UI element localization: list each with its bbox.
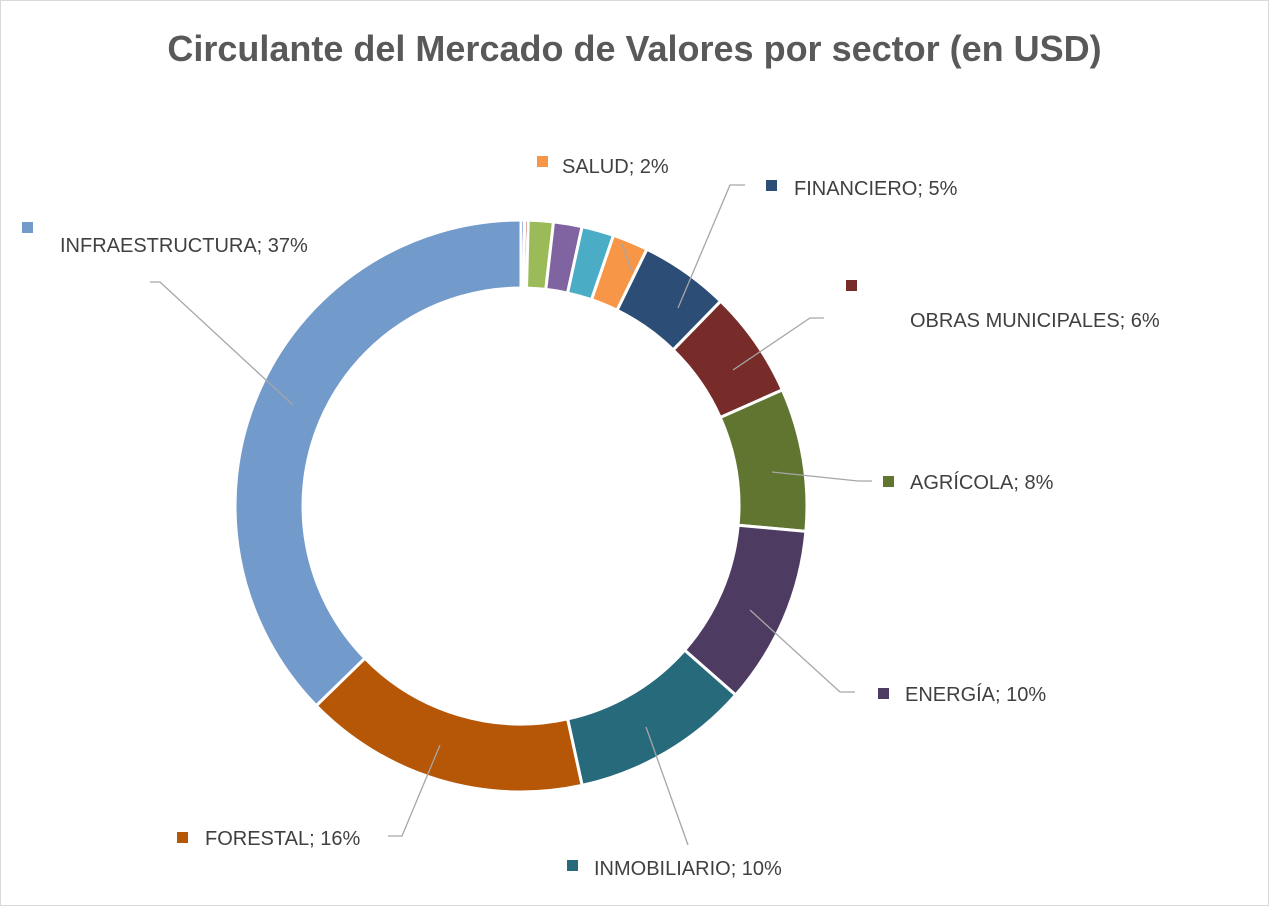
leader-line-energia	[749, 609, 855, 693]
legend-key-forestal	[177, 832, 188, 843]
slice-infraestructura	[233, 218, 523, 708]
leader-lines	[150, 184, 872, 846]
data-label-agricola: AGRÍCOLA; 8%	[910, 471, 1054, 494]
legend-key-salud	[537, 156, 548, 167]
leader-line-financiero	[677, 184, 745, 309]
slice-forestal	[314, 656, 584, 794]
data-label-infraestructura: INFRAESTRUCTURA; 37%	[60, 235, 308, 257]
legend-key-agricola	[883, 476, 894, 487]
data-label-obras-municipales: OBRAS MUNICIPALES; 6%	[910, 310, 1160, 332]
leader-line-inmobiliario	[645, 726, 689, 846]
leader-line-salud	[621, 243, 633, 273]
leader-line-obras-municipales	[732, 317, 824, 371]
leader-line-agricola	[771, 471, 872, 482]
data-label-energia: ENERGÍA; 10%	[905, 683, 1046, 706]
legend-key-obras-municipales	[846, 280, 857, 291]
leader-line-forestal	[388, 744, 441, 837]
legend-key-financiero	[766, 180, 777, 191]
legend-key-energia	[878, 688, 889, 699]
data-label-inmobiliario: INMOBILIARIO; 10%	[594, 858, 782, 880]
data-label-salud: SALUD; 2%	[562, 156, 669, 178]
chart-title: Circulante del Mercado de Valores por se…	[167, 28, 1102, 69]
legend-key-infraestructura	[22, 222, 33, 233]
leader-line-infraestructura	[150, 281, 294, 406]
data-label-financiero: FINANCIERO; 5%	[794, 178, 958, 200]
data-label-forestal: FORESTAL; 16%	[205, 828, 360, 850]
slice-agricola	[718, 387, 809, 533]
legend-key-inmobiliario	[567, 860, 578, 871]
donut-slices	[233, 218, 809, 794]
data-labels: SALUD; 2% FINANCIERO; 5% OBRAS MUNICIPALES…	[22, 156, 1160, 880]
